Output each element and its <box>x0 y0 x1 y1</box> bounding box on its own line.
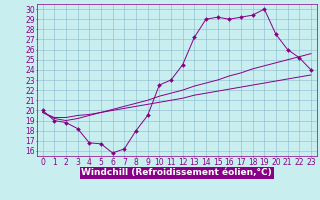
X-axis label: Windchill (Refroidissement éolien,°C): Windchill (Refroidissement éolien,°C) <box>81 168 272 177</box>
